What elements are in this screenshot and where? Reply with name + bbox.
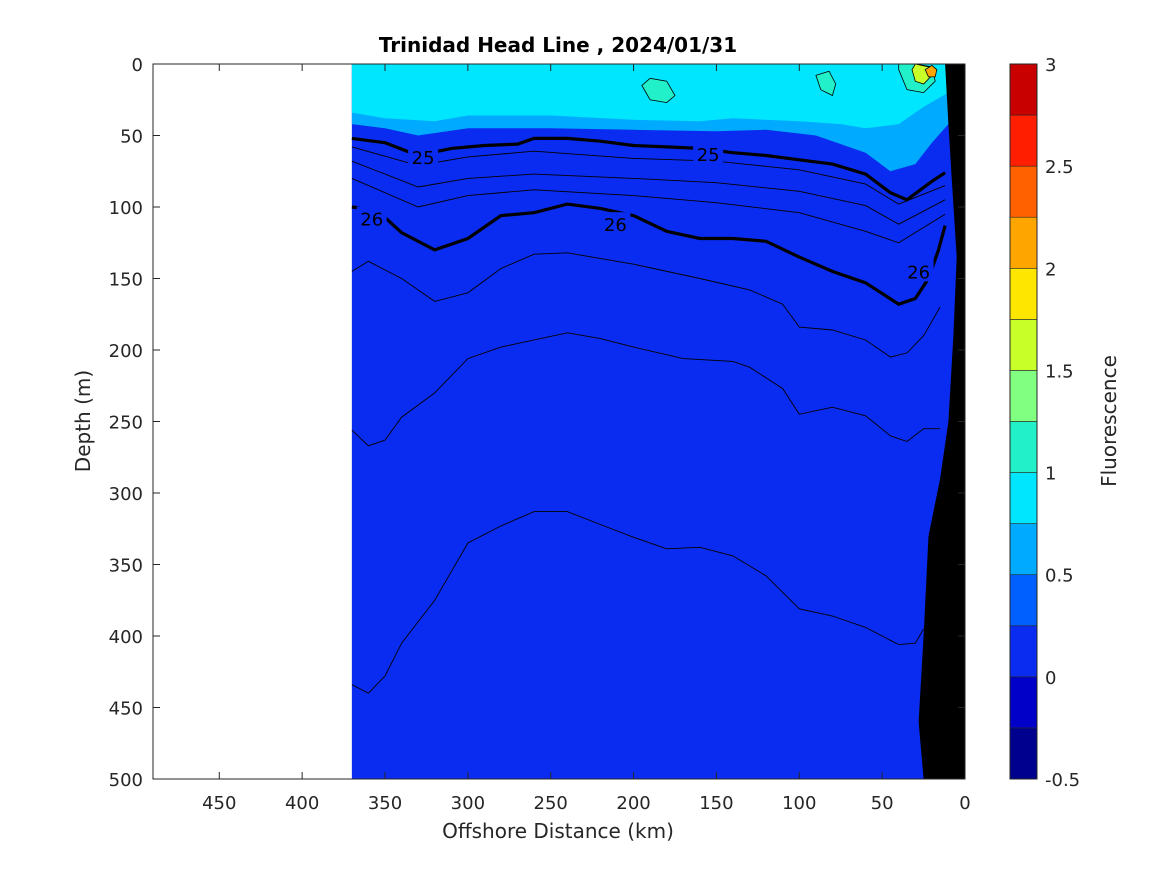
y-tick-label: 0 <box>132 55 143 76</box>
colorbar-tick-label: 0.5 <box>1045 566 1074 587</box>
chart-title: Trinidad Head Line , 2024/01/31 <box>379 33 737 57</box>
x-tick-label: 100 <box>782 793 816 814</box>
minor-isopycnal-2 <box>351 177 946 244</box>
contour-label-25: 25 <box>412 148 435 169</box>
contour-label-25: 25 <box>697 145 720 166</box>
x-tick-label: 50 <box>871 793 894 814</box>
x-axis-label: Offshore Distance (km) <box>442 819 674 843</box>
colorbar-band-7 <box>1009 370 1038 422</box>
bottom-topography <box>918 64 965 779</box>
y-tick-label: 450 <box>109 699 143 720</box>
y-axis: 0 50 100 150 200 250 300 350 400 450 500 <box>109 55 965 791</box>
colorbar-label: Fluorescence <box>1097 355 1121 487</box>
y-tick-label: 150 <box>109 270 143 291</box>
colorbar-tick-label: 0 <box>1045 668 1056 689</box>
fluorescence-region-6 <box>924 64 938 78</box>
y-tick-label: 50 <box>120 127 143 148</box>
x-axis: 450 400 350 300 250 200 150 100 50 0 <box>202 64 971 814</box>
contour-label-bg <box>356 206 387 229</box>
x-tick-label: 0 <box>959 793 970 814</box>
density-contour-25 <box>351 136 946 202</box>
minor-isopycnal-0 <box>351 146 946 205</box>
x-tick-label: 200 <box>616 793 650 814</box>
colorbar-frame <box>1009 63 1038 780</box>
y-tick-label: 250 <box>109 413 143 434</box>
colorbar-band-5 <box>1009 472 1038 524</box>
minor-isopycnal-3 <box>351 252 941 358</box>
colorbar-band-13 <box>1009 63 1038 116</box>
colorbar-tick-label: -0.5 <box>1045 770 1080 791</box>
y-tick-label: 350 <box>109 556 143 577</box>
contour-label-bg <box>693 142 724 165</box>
y-axis-label: Depth (m) <box>71 370 95 472</box>
minor-isopycnal-5 <box>351 511 924 694</box>
density-contour-26 <box>351 202 947 306</box>
contour-label-bg <box>600 212 631 235</box>
x-tick-label: 250 <box>534 793 568 814</box>
colorbar-band-0 <box>1009 727 1038 780</box>
colorbar-band-3 <box>1009 574 1038 627</box>
colorbar-band-6 <box>1009 421 1038 473</box>
colorbar-band-1 <box>1009 676 1038 729</box>
y-tick-label: 100 <box>109 198 143 219</box>
x-tick-label: 350 <box>368 793 402 814</box>
colorbar-tick-label: 3 <box>1045 55 1056 76</box>
contour-label-26: 26 <box>604 215 627 236</box>
fluorescence-region-3 <box>815 70 837 97</box>
contour-label-26: 26 <box>907 262 930 283</box>
colorbar-band-10 <box>1009 216 1038 269</box>
colorbar-band-12 <box>1009 114 1038 167</box>
colorbar-band-11 <box>1009 165 1038 218</box>
colorbar-band-9 <box>1009 267 1038 320</box>
y-tick-label: 300 <box>109 484 143 505</box>
x-tick-label: 450 <box>202 793 236 814</box>
contour-label-26: 26 <box>360 209 383 230</box>
colorbar-tick-label: 2.5 <box>1045 157 1074 178</box>
contour-label-bg <box>408 144 439 167</box>
x-tick-label: 150 <box>699 793 733 814</box>
minor-isopycnal-4 <box>351 332 941 447</box>
x-tick-label: 300 <box>451 793 485 814</box>
colorbar-tick-label: 1 <box>1045 464 1056 485</box>
colorbar-band-4 <box>1009 523 1038 576</box>
fluorescence-region-2 <box>641 77 676 104</box>
contour-label-bg <box>903 259 934 282</box>
y-tick-label: 500 <box>109 770 143 791</box>
plot-area: 25 25 26 26 26 <box>351 64 965 779</box>
colorbar-band-2 <box>1009 625 1038 678</box>
colorbar-tick-label: 2 <box>1045 259 1056 280</box>
y-tick-label: 400 <box>109 627 143 648</box>
colorbar: -0.5 0 0.5 1 1.5 2 2.5 3 <box>1009 55 1080 791</box>
colorbar-band-8 <box>1009 319 1038 371</box>
x-tick-label: 400 <box>285 793 319 814</box>
y-tick-label: 200 <box>109 341 143 362</box>
colorbar-tick-label: 1.5 <box>1045 361 1074 382</box>
minor-isopycnal-1 <box>351 160 946 225</box>
